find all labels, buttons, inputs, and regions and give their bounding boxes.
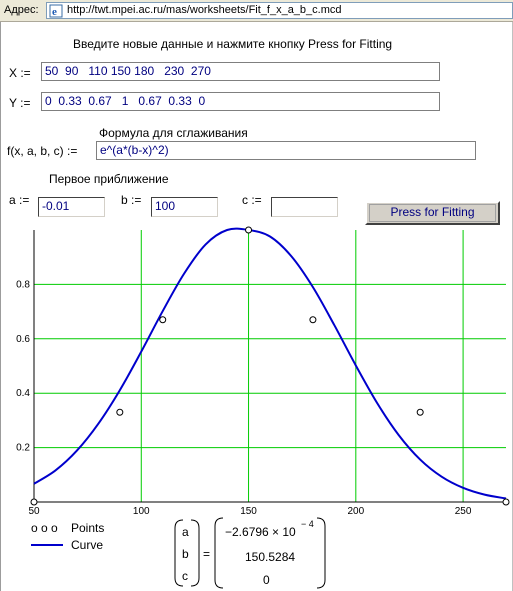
data-point [30,498,38,506]
vector-left-paren [174,519,184,587]
a-input[interactable]: -0.01 [38,197,105,217]
vector-b: b [182,547,189,561]
x-data-field[interactable]: 50 90 110 150 180 230 270 [41,62,440,81]
x-label: X := [9,66,31,80]
fit-chart: 50 100 150 200 250 0.2 0.4 0.6 0.8 o o o Points … [16,226,510,589]
y-tick-label: 0.8 [16,279,30,290]
chart-tick-labels: 50 100 150 200 250 0.2 0.4 0.6 0.8 [16,279,472,517]
press-for-fitting-label: Press for Fitting [390,205,475,219]
instruction-text: Введите новые данные и нажмите кнопку Pr… [73,37,393,51]
address-url[interactable]: http://twt.mpei.ac.ru/mas/worksheets/Fit… [67,4,342,16]
legend-points-symbol: o o o [31,521,58,535]
x-tick-label: 250 [455,506,472,517]
vector-a: a [182,525,189,539]
y-data-field[interactable]: 0 0.33 0.67 1 0.67 0.33 0 [41,92,440,111]
y-tick-label: 0.4 [16,388,30,399]
a-label: a := [9,193,30,207]
result-a-exponent: − 4 [301,519,314,529]
data-point [116,408,124,416]
b-input[interactable]: 100 [151,197,218,217]
x-tick-label: 100 [133,506,150,517]
y-label: Y := [9,96,31,110]
chart-legend: o o o Points Curve [31,521,104,552]
chart-points-layer [30,226,510,506]
ie-page-icon: e [49,4,63,18]
fit-curve-line [33,227,507,500]
approx-caption: Первое приближение [49,172,169,186]
f-label: f(x, a, b, c) := [7,144,78,158]
y-tick-label: 0.6 [16,334,30,345]
x-tick-label: 150 [240,506,257,517]
vector-right-paren [190,519,200,587]
chart-grid [33,230,506,502]
b-label: b := [121,193,142,207]
result-right-paren [316,517,326,589]
mathcad-worksheet: Введите новые данные и нажмите кнопку Pr… [0,22,513,591]
svg-text:e: e [52,6,57,18]
x-tick-label: 200 [347,506,364,517]
formula-field[interactable]: e^(a*(b-x)^2) [96,141,476,160]
result-b: 150.5284 [245,550,295,564]
data-point [245,226,253,234]
address-label: Адрес: [4,4,39,16]
address-bar: Адрес: e http://twt.mpei.ac.ru/mas/works… [0,0,513,22]
data-point [309,316,317,324]
result-c: 0 [263,573,270,587]
result-left-paren [214,517,224,589]
c-input[interactable] [271,197,338,217]
chart-axes [33,230,506,503]
x-tick-label: 50 [28,506,40,517]
legend-curve-label: Curve [71,538,103,552]
formula-caption: Формула для сглаживания [99,126,248,140]
result-matrix: a b c = −2.6796 × 10 − 4 150.5284 0 [174,517,326,589]
c-label: c := [242,193,262,207]
press-for-fitting-button[interactable]: Press for Fitting [365,201,500,225]
result-a-mantissa: −2.6796 × 10 [225,525,296,539]
data-point [502,498,510,506]
data-point [159,316,167,324]
equals-sign: = [203,547,210,561]
data-point [416,408,424,416]
chart-curve-layer [33,227,507,500]
legend-points-label: Points [71,521,104,535]
vector-c: c [182,569,188,583]
y-tick-label: 0.2 [16,443,30,454]
address-input[interactable]: e http://twt.mpei.ac.ru/mas/worksheets/F… [46,2,513,19]
